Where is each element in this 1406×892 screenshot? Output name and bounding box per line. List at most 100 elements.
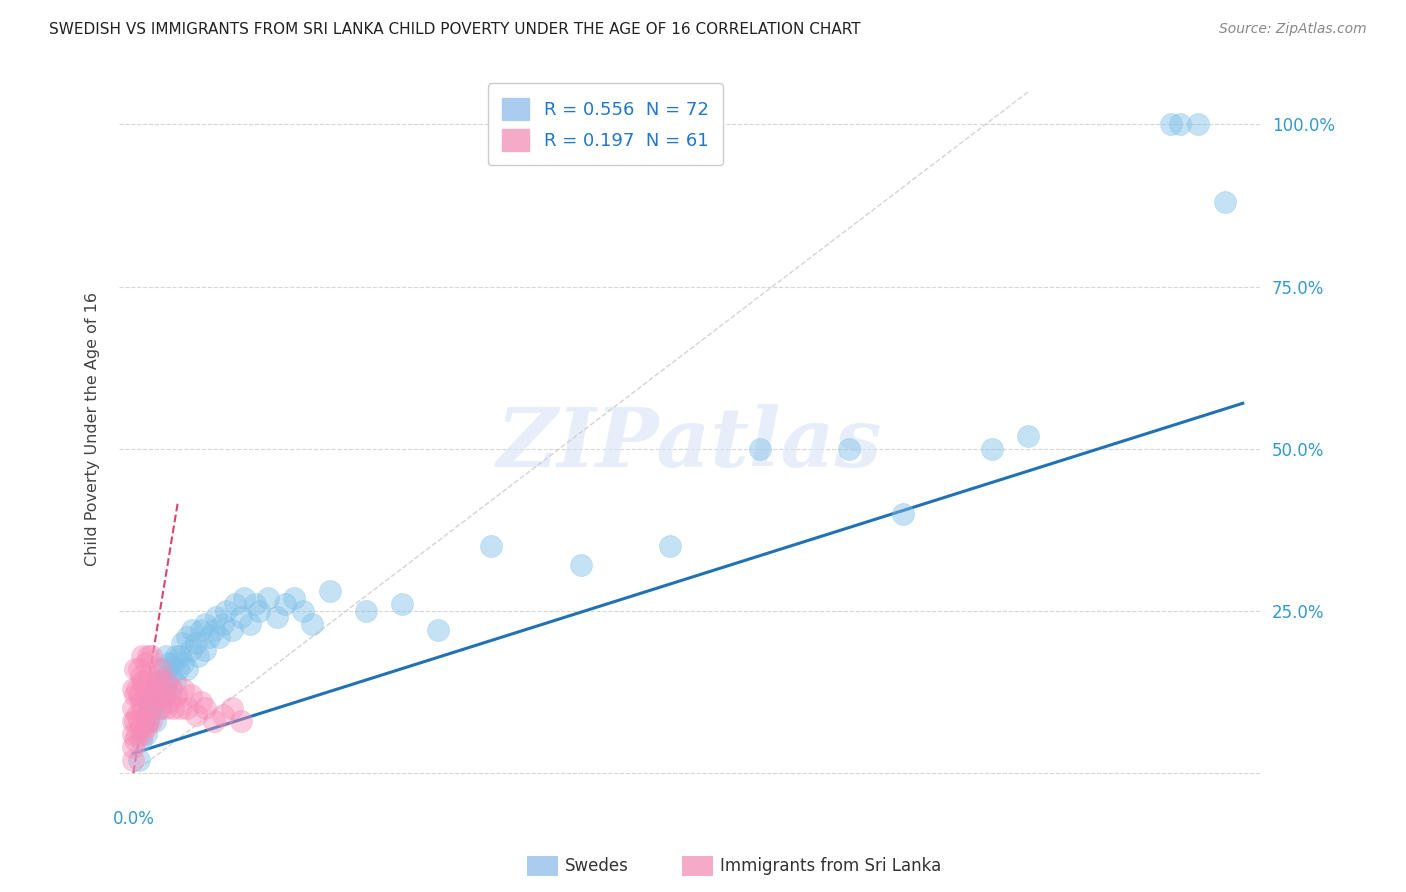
Point bbox=[187, 649, 209, 664]
Point bbox=[124, 662, 146, 676]
Point bbox=[145, 695, 167, 709]
Point bbox=[128, 714, 150, 728]
Point bbox=[239, 616, 262, 631]
Point bbox=[152, 688, 174, 702]
Point bbox=[211, 707, 233, 722]
Point bbox=[1017, 428, 1039, 442]
Point bbox=[233, 591, 256, 605]
Point bbox=[148, 668, 170, 682]
Point bbox=[165, 649, 187, 664]
Point bbox=[354, 604, 377, 618]
Point bbox=[283, 591, 305, 605]
Point bbox=[194, 616, 217, 631]
Point bbox=[141, 714, 163, 728]
Point bbox=[145, 688, 167, 702]
Point bbox=[301, 616, 323, 631]
Point bbox=[162, 656, 184, 670]
Point bbox=[136, 714, 159, 728]
Point bbox=[135, 688, 157, 702]
Point bbox=[157, 695, 180, 709]
Point bbox=[148, 675, 170, 690]
Point bbox=[136, 681, 159, 696]
Point bbox=[838, 442, 860, 456]
Point bbox=[1160, 118, 1182, 132]
Point bbox=[180, 688, 202, 702]
Point bbox=[124, 714, 146, 728]
Point bbox=[128, 688, 150, 702]
Point bbox=[149, 662, 172, 676]
Point bbox=[122, 701, 145, 715]
Point bbox=[292, 604, 315, 618]
Point bbox=[136, 649, 159, 664]
Point bbox=[125, 707, 148, 722]
Point bbox=[152, 688, 174, 702]
Point bbox=[136, 714, 159, 728]
Point bbox=[131, 701, 153, 715]
Point bbox=[247, 604, 270, 618]
Point bbox=[391, 597, 413, 611]
Point bbox=[128, 753, 150, 767]
Point bbox=[157, 688, 180, 702]
Point bbox=[150, 662, 173, 676]
Point bbox=[197, 630, 219, 644]
Text: Swedes: Swedes bbox=[565, 857, 628, 875]
Text: ZIPatlas: ZIPatlas bbox=[498, 404, 883, 484]
Point bbox=[138, 707, 160, 722]
Point bbox=[202, 714, 225, 728]
Point bbox=[132, 675, 155, 690]
Point bbox=[176, 630, 198, 644]
Point bbox=[221, 624, 243, 638]
Point bbox=[176, 662, 198, 676]
Point bbox=[155, 668, 177, 682]
Point bbox=[426, 624, 449, 638]
Point bbox=[194, 642, 217, 657]
Point bbox=[131, 649, 153, 664]
Point bbox=[162, 701, 184, 715]
Point bbox=[129, 668, 152, 682]
Point bbox=[122, 753, 145, 767]
Text: Source: ZipAtlas.com: Source: ZipAtlas.com bbox=[1219, 22, 1367, 37]
Point bbox=[141, 701, 163, 715]
Point bbox=[208, 630, 231, 644]
Point bbox=[981, 442, 1004, 456]
Point bbox=[149, 701, 172, 715]
Point bbox=[167, 662, 190, 676]
Point bbox=[204, 610, 226, 624]
Point bbox=[141, 649, 163, 664]
Point bbox=[184, 636, 207, 650]
Point bbox=[891, 507, 914, 521]
Point bbox=[160, 681, 183, 696]
Point bbox=[122, 681, 145, 696]
Point bbox=[202, 624, 225, 638]
Point bbox=[128, 662, 150, 676]
Point bbox=[229, 714, 252, 728]
Point bbox=[156, 675, 179, 690]
Point bbox=[122, 727, 145, 741]
Point bbox=[135, 721, 157, 735]
Point bbox=[211, 616, 233, 631]
Point bbox=[569, 558, 592, 573]
Text: Immigrants from Sri Lanka: Immigrants from Sri Lanka bbox=[720, 857, 941, 875]
Point bbox=[125, 681, 148, 696]
Point bbox=[169, 701, 191, 715]
Legend: R = 0.556  N = 72, R = 0.197  N = 61: R = 0.556 N = 72, R = 0.197 N = 61 bbox=[488, 84, 723, 165]
Point bbox=[221, 701, 243, 715]
Point bbox=[266, 610, 288, 624]
Point bbox=[215, 604, 238, 618]
Point bbox=[181, 624, 204, 638]
Point bbox=[136, 695, 159, 709]
Point bbox=[169, 649, 191, 664]
Point bbox=[129, 721, 152, 735]
Point bbox=[190, 624, 212, 638]
Point bbox=[124, 733, 146, 747]
Point bbox=[256, 591, 278, 605]
Point bbox=[172, 681, 194, 696]
Point bbox=[141, 681, 163, 696]
Point bbox=[165, 688, 187, 702]
Point bbox=[150, 681, 173, 696]
Point bbox=[184, 707, 207, 722]
Point bbox=[129, 733, 152, 747]
Point bbox=[122, 739, 145, 754]
Point bbox=[1187, 118, 1209, 132]
Point bbox=[142, 695, 165, 709]
